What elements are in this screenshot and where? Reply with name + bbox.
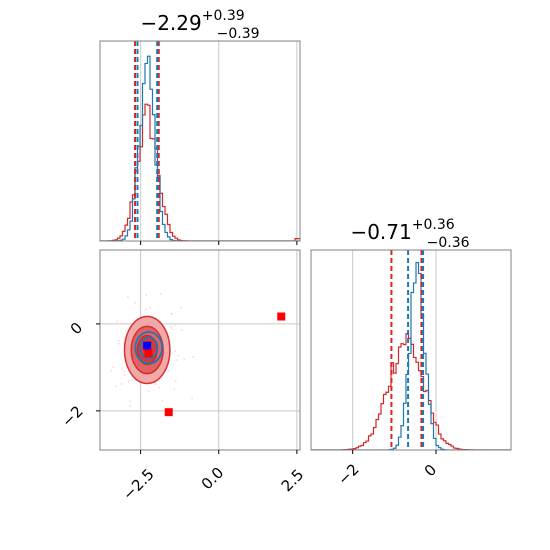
histogram-frame	[99, 40, 301, 242]
sample-point	[179, 306, 182, 309]
sample-point	[120, 322, 123, 325]
joint-frame	[99, 249, 301, 451]
sample-point	[131, 378, 133, 381]
sample-point	[192, 355, 194, 358]
density-contour-series_b	[139, 336, 159, 360]
histogram-panel-param2: −0.71+0.36 −0.36 −2 0	[310, 217, 512, 489]
histogram-series_b	[100, 55, 300, 241]
joint-density-panel: −2.5 0.0 2.5 0 −2	[58, 249, 308, 504]
sample-point	[116, 320, 119, 323]
sample-point	[173, 324, 176, 327]
sample-point	[145, 294, 148, 296]
sample-point	[180, 329, 183, 331]
sample-point	[133, 301, 136, 304]
histogram-panel-param1: −2.29+0.39 −0.39	[99, 8, 301, 245]
sample-point	[191, 397, 194, 400]
sample-point	[159, 292, 162, 295]
sample-point	[174, 380, 177, 382]
sample-point	[89, 321, 91, 323]
histogram-series_a	[100, 103, 300, 241]
sample-point	[123, 370, 125, 373]
sample-point	[123, 373, 126, 376]
sample-point	[120, 383, 123, 385]
panel-title-param2: −0.71+0.36 −0.36	[350, 217, 469, 251]
sample-point	[129, 405, 132, 408]
sample-point	[154, 383, 157, 386]
sample-point	[149, 306, 151, 309]
y-tick-label: −2	[58, 402, 86, 430]
sample-point	[127, 380, 130, 382]
sample-point	[158, 386, 160, 389]
x-tick-label: −2.5	[119, 465, 157, 503]
sample-point	[167, 369, 170, 372]
sample-point	[117, 342, 120, 345]
sample-point	[161, 399, 163, 402]
histogram-frame	[310, 249, 512, 451]
histogram-series_b	[311, 261, 511, 450]
sample-point	[121, 368, 124, 371]
marker-square	[144, 349, 153, 358]
sample-point	[126, 296, 129, 298]
sample-point	[170, 312, 173, 315]
y-tick-label: 0	[67, 319, 86, 338]
sample-point	[129, 400, 132, 403]
marker-square	[143, 341, 152, 350]
x-tick-label: 0.0	[198, 464, 228, 494]
density-contour-series_b	[134, 331, 164, 365]
sample-point	[171, 328, 173, 331]
sample-point	[145, 308, 147, 311]
sample-point	[108, 323, 111, 325]
sample-point	[174, 350, 177, 353]
sample-point	[117, 340, 120, 342]
sample-point	[170, 326, 173, 328]
marker-square	[277, 312, 286, 321]
x-tick-label: −2	[334, 460, 362, 488]
sample-point	[114, 385, 117, 388]
sample-point	[173, 388, 176, 390]
sample-point	[110, 369, 113, 372]
x-tick-label: 2.5	[278, 466, 308, 496]
panel-title-param1: −2.29+0.39 −0.39	[140, 8, 259, 42]
sample-point	[183, 358, 186, 361]
sample-point	[147, 390, 150, 392]
marker-square	[164, 408, 173, 417]
sample-point	[177, 354, 180, 357]
x-tick-label: 0	[421, 461, 440, 480]
sample-point	[176, 359, 178, 361]
sample-point	[112, 366, 115, 369]
